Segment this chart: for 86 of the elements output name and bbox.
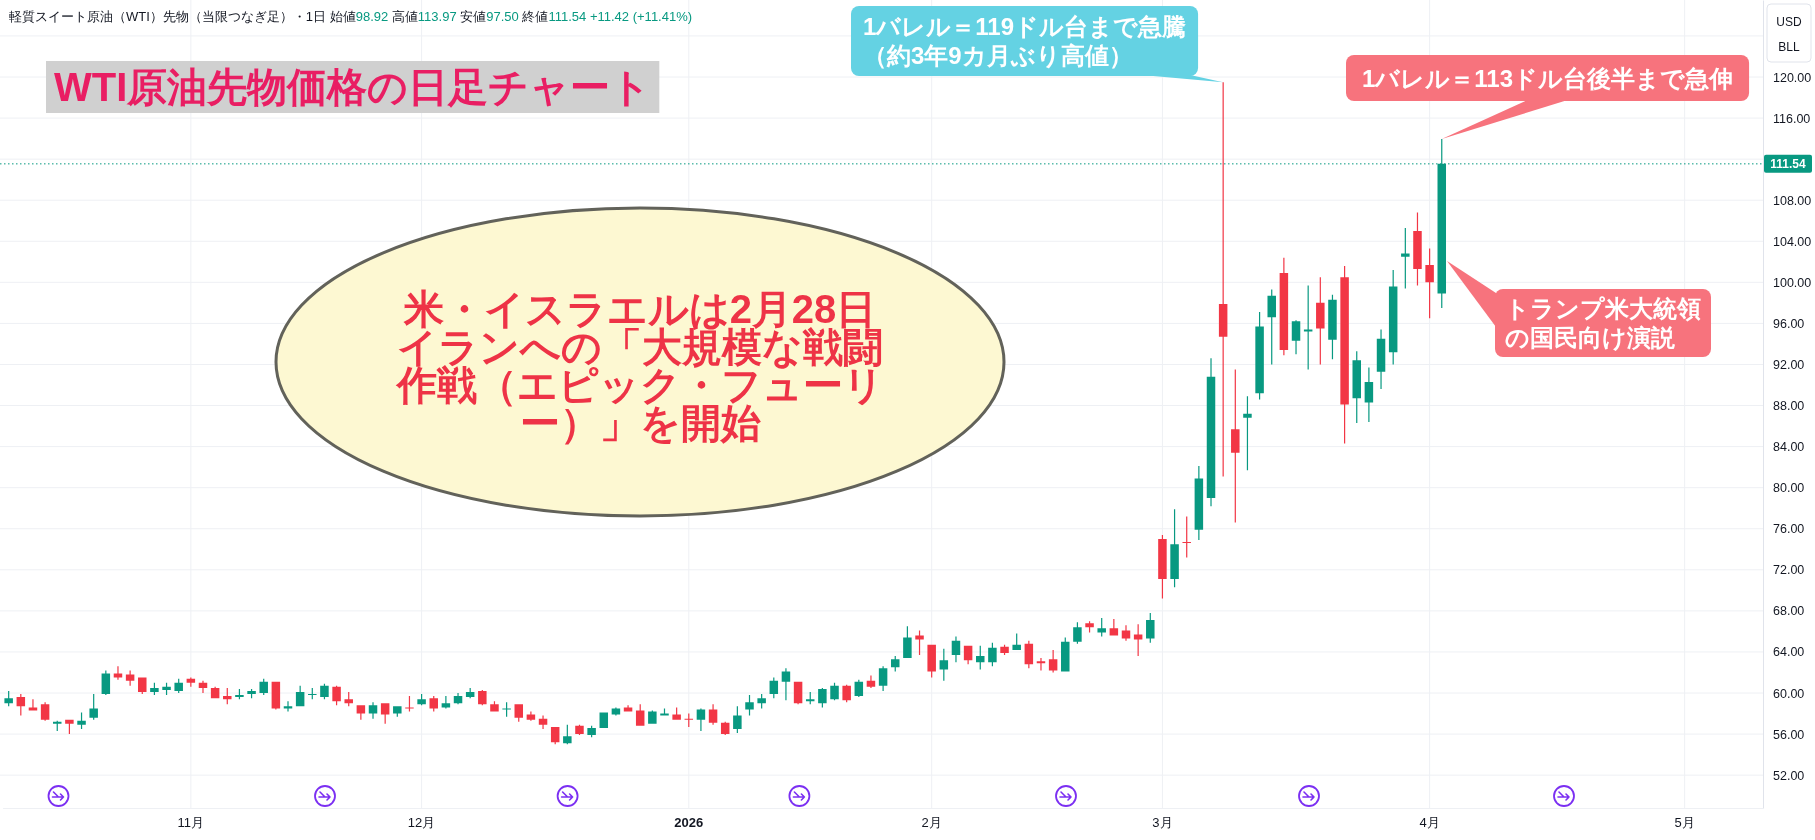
candlestick (1376, 329, 1386, 390)
candlestick (1352, 351, 1361, 423)
candlestick (575, 724, 584, 736)
candlestick (648, 710, 657, 724)
candlestick (903, 626, 912, 659)
x-tick-label: 3月 (1152, 815, 1173, 831)
text: WTI原油先物価格の日足チャート (54, 65, 652, 109)
candlestick (1036, 658, 1046, 671)
candlestick (781, 668, 791, 701)
candlestick (866, 675, 876, 688)
candlestick (113, 666, 123, 680)
candlestick (1170, 509, 1179, 588)
candlestick (842, 684, 851, 703)
candlestick (320, 683, 329, 700)
candlestick (332, 685, 341, 706)
candlestick (927, 644, 936, 678)
candlestick (174, 678, 183, 694)
candlestick (1255, 312, 1264, 400)
candlestick (1012, 633, 1021, 650)
y-tick-label: 108.00 (1773, 193, 1812, 208)
x-tick-label: 12月 (407, 815, 436, 831)
candlestick (1061, 637, 1070, 672)
text: 軽質スイート原油（WTI）先物（当限つなぎ足）・1日 始値98.92 高値113.97 安値97.50 終値111.54 +11.42 (+11.41%) (9, 8, 693, 24)
candlestick (830, 682, 839, 701)
y-tick-label: 120.00 (1773, 70, 1812, 85)
y-tick-label: 64.00 (1773, 645, 1805, 660)
candlestick (696, 708, 706, 731)
candlestick (490, 701, 499, 712)
x-tick-label: 4月 (1419, 815, 1440, 831)
candlestick (1413, 212, 1422, 286)
y-tick-label: 76.00 (1773, 522, 1805, 537)
candlestick (1121, 625, 1131, 641)
candlestick (1158, 534, 1167, 599)
x-tick-label: 2026 (674, 815, 704, 831)
x-tick-label: 11月 (177, 815, 205, 831)
candlestick (138, 677, 147, 695)
candlestick (708, 704, 718, 725)
y-tick-label: 88.00 (1773, 399, 1805, 414)
candlestick (538, 715, 548, 729)
candlestick (1109, 619, 1119, 636)
y-axis-title: USD BLL (1776, 15, 1802, 54)
y-tick-label: 104.00 (1773, 234, 1812, 249)
candlestick (393, 706, 402, 717)
y-tick-label: 92.00 (1773, 357, 1805, 372)
candlestick (1073, 622, 1082, 644)
y-tick-label: 68.00 (1773, 604, 1805, 619)
annotation: トランプ米大統領の国民向け演説 (1505, 295, 1701, 351)
candlestick (745, 695, 754, 716)
candlestick (259, 678, 268, 696)
y-tick-label: 60.00 (1773, 686, 1805, 701)
annotation: 1バレル＝119ドル台まで急騰（約3年9カ月ぶり高値） (863, 13, 1187, 69)
y-tick-label: 52.00 (1773, 768, 1805, 783)
candlestick (818, 687, 827, 708)
y-tick-label: 56.00 (1773, 727, 1805, 742)
y-tick-label: 84.00 (1773, 440, 1805, 455)
candlestick (1316, 277, 1325, 365)
y-tick-label: 100.00 (1773, 275, 1812, 290)
ref-line-label: 111.54 (1770, 156, 1807, 171)
x-tick-label: 5月 (1674, 815, 1695, 831)
candlestick (611, 707, 621, 716)
candlestick (660, 708, 669, 716)
candlestick (1291, 320, 1301, 355)
candlestick (429, 696, 438, 712)
y-tick-label: 116.00 (1773, 111, 1811, 126)
candlestick (198, 680, 208, 694)
y-tick-label: 96.00 (1773, 316, 1805, 331)
candlestick (356, 705, 366, 720)
annotation: 米・イスラエルは2月28日イランへの「大規模な戦闘作戦（エピック・フューリー）」を開始 (394, 287, 884, 445)
candlestick (672, 707, 681, 720)
y-tick-label: 72.00 (1773, 563, 1805, 578)
y-tick-label: 80.00 (1773, 481, 1805, 496)
candlestick (526, 711, 536, 721)
candlestick (1340, 265, 1349, 444)
x-tick-label: 2月 (921, 815, 942, 831)
candlestick (1133, 624, 1143, 657)
candlestick (1328, 294, 1337, 360)
candlestick (733, 706, 742, 734)
candlestick (368, 702, 378, 719)
candlestick (1231, 369, 1240, 523)
candlestick (1146, 612, 1155, 643)
annotation: 1バレル＝113ドル台後半まで急伸 (1362, 64, 1734, 92)
candlestick (28, 699, 38, 711)
candlestick (283, 701, 293, 712)
candlestick (478, 689, 487, 706)
candlestick (89, 694, 98, 720)
candlestick (1085, 621, 1094, 633)
